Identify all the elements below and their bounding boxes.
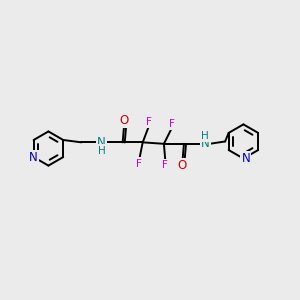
Text: N: N xyxy=(242,152,250,165)
Text: F: F xyxy=(169,119,175,129)
Text: N: N xyxy=(97,136,106,149)
Text: N: N xyxy=(201,137,209,150)
Text: F: F xyxy=(146,117,152,127)
Text: N: N xyxy=(29,151,38,164)
Text: H: H xyxy=(98,146,105,156)
Text: F: F xyxy=(162,160,168,170)
Text: O: O xyxy=(119,114,129,127)
Text: F: F xyxy=(136,158,142,169)
Text: H: H xyxy=(201,130,209,141)
Text: O: O xyxy=(178,159,187,172)
